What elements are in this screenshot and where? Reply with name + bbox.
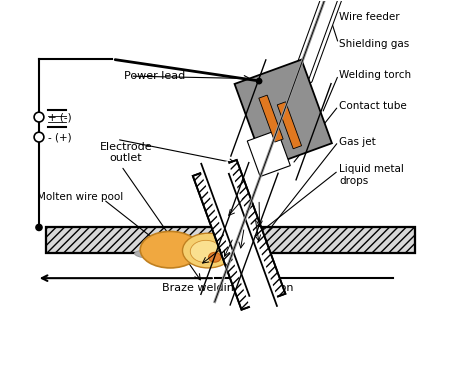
Polygon shape <box>247 130 290 176</box>
Text: Shielding gas: Shielding gas <box>339 38 410 49</box>
Polygon shape <box>228 173 278 307</box>
Text: Power lead: Power lead <box>124 71 185 81</box>
Polygon shape <box>277 102 301 149</box>
Text: Welding torch: Welding torch <box>339 70 411 80</box>
Text: Contact tube: Contact tube <box>339 101 407 111</box>
Text: + (-): + (-) <box>48 112 72 122</box>
Ellipse shape <box>209 252 221 262</box>
Polygon shape <box>235 59 332 168</box>
Ellipse shape <box>135 247 233 261</box>
Circle shape <box>34 112 44 122</box>
Text: Gas jet: Gas jet <box>339 136 376 147</box>
Circle shape <box>256 78 262 84</box>
Polygon shape <box>259 95 283 142</box>
Text: Molten wire pool: Molten wire pool <box>37 192 123 202</box>
Polygon shape <box>46 227 415 253</box>
Ellipse shape <box>227 237 256 263</box>
Polygon shape <box>200 163 250 297</box>
Ellipse shape <box>190 240 221 263</box>
Text: Braze welding direction: Braze welding direction <box>163 283 294 293</box>
Text: Electrode
outlet: Electrode outlet <box>100 142 152 163</box>
Text: - (+): - (+) <box>48 132 72 142</box>
Ellipse shape <box>140 231 201 268</box>
Text: Wire feeder: Wire feeder <box>339 12 400 22</box>
Text: Liquid metal
drops: Liquid metal drops <box>339 164 404 186</box>
Polygon shape <box>193 160 285 310</box>
Ellipse shape <box>182 233 234 268</box>
Circle shape <box>34 132 44 142</box>
Polygon shape <box>201 161 278 309</box>
Circle shape <box>36 224 42 231</box>
